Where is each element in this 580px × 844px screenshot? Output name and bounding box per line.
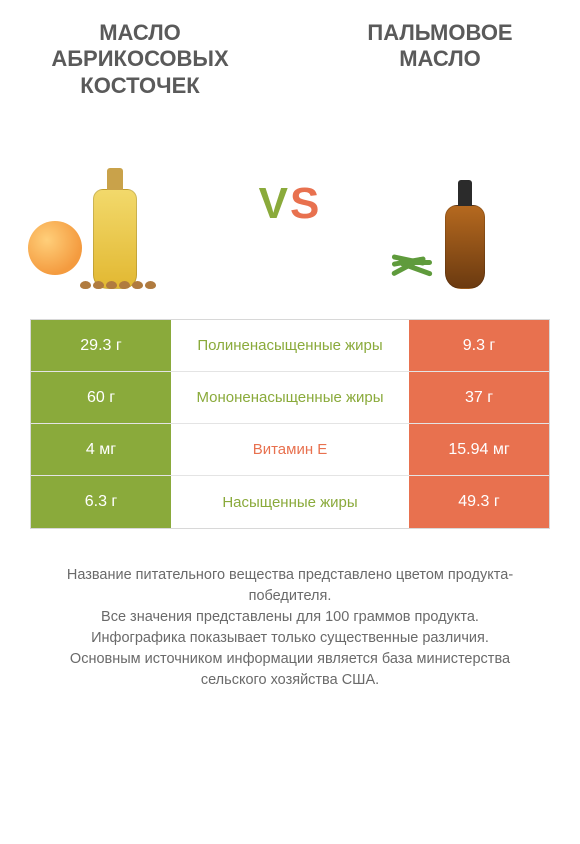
footer-notes: Название питательного вещества представл…: [38, 565, 542, 691]
cell-label: Мононенасыщенные жиры: [171, 372, 409, 423]
cell-right-value: 49.3 г: [409, 476, 549, 528]
cell-right-value: 9.3 г: [409, 320, 549, 371]
vs-label: VS: [259, 179, 322, 229]
table-row: 29.3 гПолиненасыщенные жиры9.3 г: [31, 320, 549, 372]
footer-line-2: Все значения представлены для 100 граммо…: [38, 607, 542, 628]
cell-label: Насыщенные жиры: [171, 476, 409, 528]
cell-left-value: 6.3 г: [31, 476, 171, 528]
header: МАСЛО АБРИКОСОВЫХ КОСТОЧЕК ПАЛЬМОВОЕ МАС…: [0, 0, 580, 109]
herb-icon: [384, 235, 464, 285]
title-right: ПАЛЬМОВОЕ МАСЛО: [330, 20, 550, 99]
cell-label: Витамин E: [171, 424, 409, 475]
footer-line-3: Инфографика показывает только существенн…: [38, 628, 542, 649]
cell-left-value: 29.3 г: [31, 320, 171, 371]
cell-label: Полиненасыщенные жиры: [171, 320, 409, 371]
cell-left-value: 60 г: [31, 372, 171, 423]
images-row: VS: [0, 109, 580, 309]
cell-right-value: 15.94 мг: [409, 424, 549, 475]
comparison-table: 29.3 гПолиненасыщенные жиры9.3 г60 гМоно…: [30, 319, 550, 529]
seeds-icon: [80, 281, 156, 289]
footer-line-1: Название питательного вещества представл…: [38, 565, 542, 607]
apricot-icon: [28, 221, 82, 275]
product-image-left: [40, 119, 190, 289]
product-image-right: [390, 119, 540, 289]
footer-line-4: Основным источником информации является …: [38, 649, 542, 691]
cell-right-value: 37 г: [409, 372, 549, 423]
bottle-left-icon: [93, 189, 137, 289]
title-left: МАСЛО АБРИКОСОВЫХ КОСТОЧЕК: [30, 20, 250, 99]
vs-v: V: [259, 179, 290, 228]
cell-left-value: 4 мг: [31, 424, 171, 475]
table-row: 6.3 гНасыщенные жиры49.3 г: [31, 476, 549, 528]
vs-s: S: [290, 179, 321, 228]
table-row: 60 гМононенасыщенные жиры37 г: [31, 372, 549, 424]
table-row: 4 мгВитамин E15.94 мг: [31, 424, 549, 476]
